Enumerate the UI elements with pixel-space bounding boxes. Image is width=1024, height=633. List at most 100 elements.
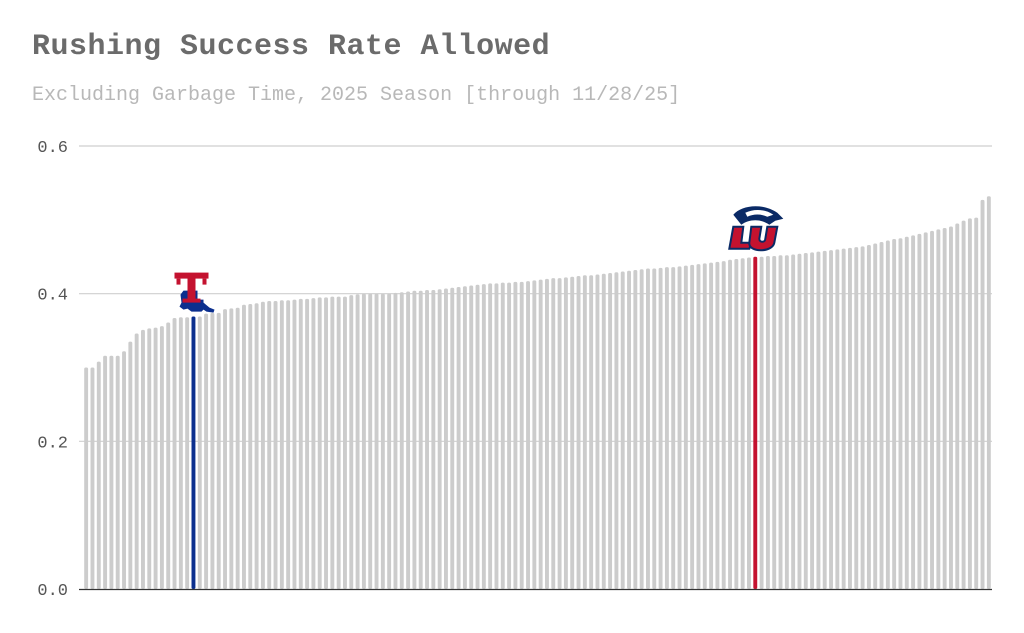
bar <box>469 285 474 589</box>
bar <box>728 259 732 589</box>
bar <box>166 322 171 589</box>
bar <box>841 248 846 589</box>
bar <box>336 296 341 589</box>
bar <box>343 296 347 589</box>
bar <box>570 276 575 589</box>
bar <box>545 278 549 589</box>
bar <box>683 265 688 589</box>
bar <box>488 283 493 589</box>
bar <box>418 290 423 589</box>
bar <box>898 238 903 590</box>
highlighted-bar <box>191 316 196 589</box>
bar <box>462 286 467 589</box>
bar <box>797 253 802 590</box>
bar <box>892 239 897 589</box>
bar <box>576 275 581 589</box>
bar <box>96 361 101 589</box>
bar <box>904 236 909 589</box>
bar <box>267 301 272 589</box>
bar <box>803 253 808 589</box>
bar <box>696 264 701 589</box>
bar <box>475 284 480 589</box>
bar <box>216 312 221 589</box>
bar <box>159 326 164 589</box>
bar <box>380 293 385 589</box>
bar <box>532 280 537 589</box>
bar <box>279 300 284 589</box>
bar <box>115 355 120 589</box>
bar <box>721 261 726 589</box>
bar <box>633 270 638 589</box>
bar <box>690 264 695 589</box>
bar <box>292 299 297 589</box>
bar <box>873 243 878 589</box>
bar <box>639 269 644 589</box>
bar <box>519 281 524 589</box>
bar <box>298 298 303 589</box>
bar <box>494 283 499 589</box>
bar <box>412 290 417 589</box>
bar <box>317 297 322 589</box>
bar <box>860 246 865 589</box>
bar <box>235 307 240 589</box>
bar <box>930 230 934 589</box>
bar <box>980 199 985 589</box>
bar <box>974 217 979 589</box>
bar <box>671 267 676 589</box>
bar <box>425 289 429 589</box>
bar <box>879 241 884 590</box>
bar <box>589 275 594 589</box>
bar <box>784 255 789 589</box>
bar <box>197 316 202 589</box>
bar <box>538 279 543 589</box>
bar <box>178 317 183 589</box>
bar <box>551 278 556 589</box>
bar <box>772 256 777 589</box>
y-tick-label: 0.0 <box>37 582 68 601</box>
bar <box>949 226 953 590</box>
bar <box>986 196 991 589</box>
bar <box>242 304 246 589</box>
bar <box>835 249 840 589</box>
bar <box>185 317 190 589</box>
bar <box>481 284 486 589</box>
bar <box>917 233 922 590</box>
bar <box>361 293 366 589</box>
bar <box>677 266 682 589</box>
bar <box>210 312 215 589</box>
bar <box>848 247 852 589</box>
bar <box>172 318 177 589</box>
bar <box>437 289 442 589</box>
bar <box>450 287 455 589</box>
bar <box>134 333 139 589</box>
bar <box>141 329 145 589</box>
bar <box>765 256 770 589</box>
bar <box>829 250 833 590</box>
bar <box>90 367 95 589</box>
bar <box>759 256 764 589</box>
bars <box>84 196 991 590</box>
bar <box>709 262 714 589</box>
bar <box>614 272 619 589</box>
bar <box>664 267 669 589</box>
bar <box>740 258 745 589</box>
bar <box>128 341 133 589</box>
bar <box>563 277 568 589</box>
bar <box>500 282 505 589</box>
chart-subtitle: Excluding Garbage Time, 2025 Season [thr… <box>32 84 681 107</box>
bar <box>557 278 562 589</box>
bar <box>286 300 291 589</box>
y-axis-tick-labels: 0.0 0.2 0.4 0.6 <box>37 139 68 601</box>
bar <box>374 293 379 589</box>
liberty-logo <box>728 206 784 252</box>
bar <box>778 255 783 589</box>
bar <box>967 218 972 590</box>
bar <box>646 268 650 589</box>
bar <box>595 274 600 589</box>
bar <box>702 263 707 589</box>
bar <box>387 293 392 589</box>
bar <box>260 301 265 589</box>
bar <box>368 293 373 589</box>
bar <box>122 351 126 589</box>
